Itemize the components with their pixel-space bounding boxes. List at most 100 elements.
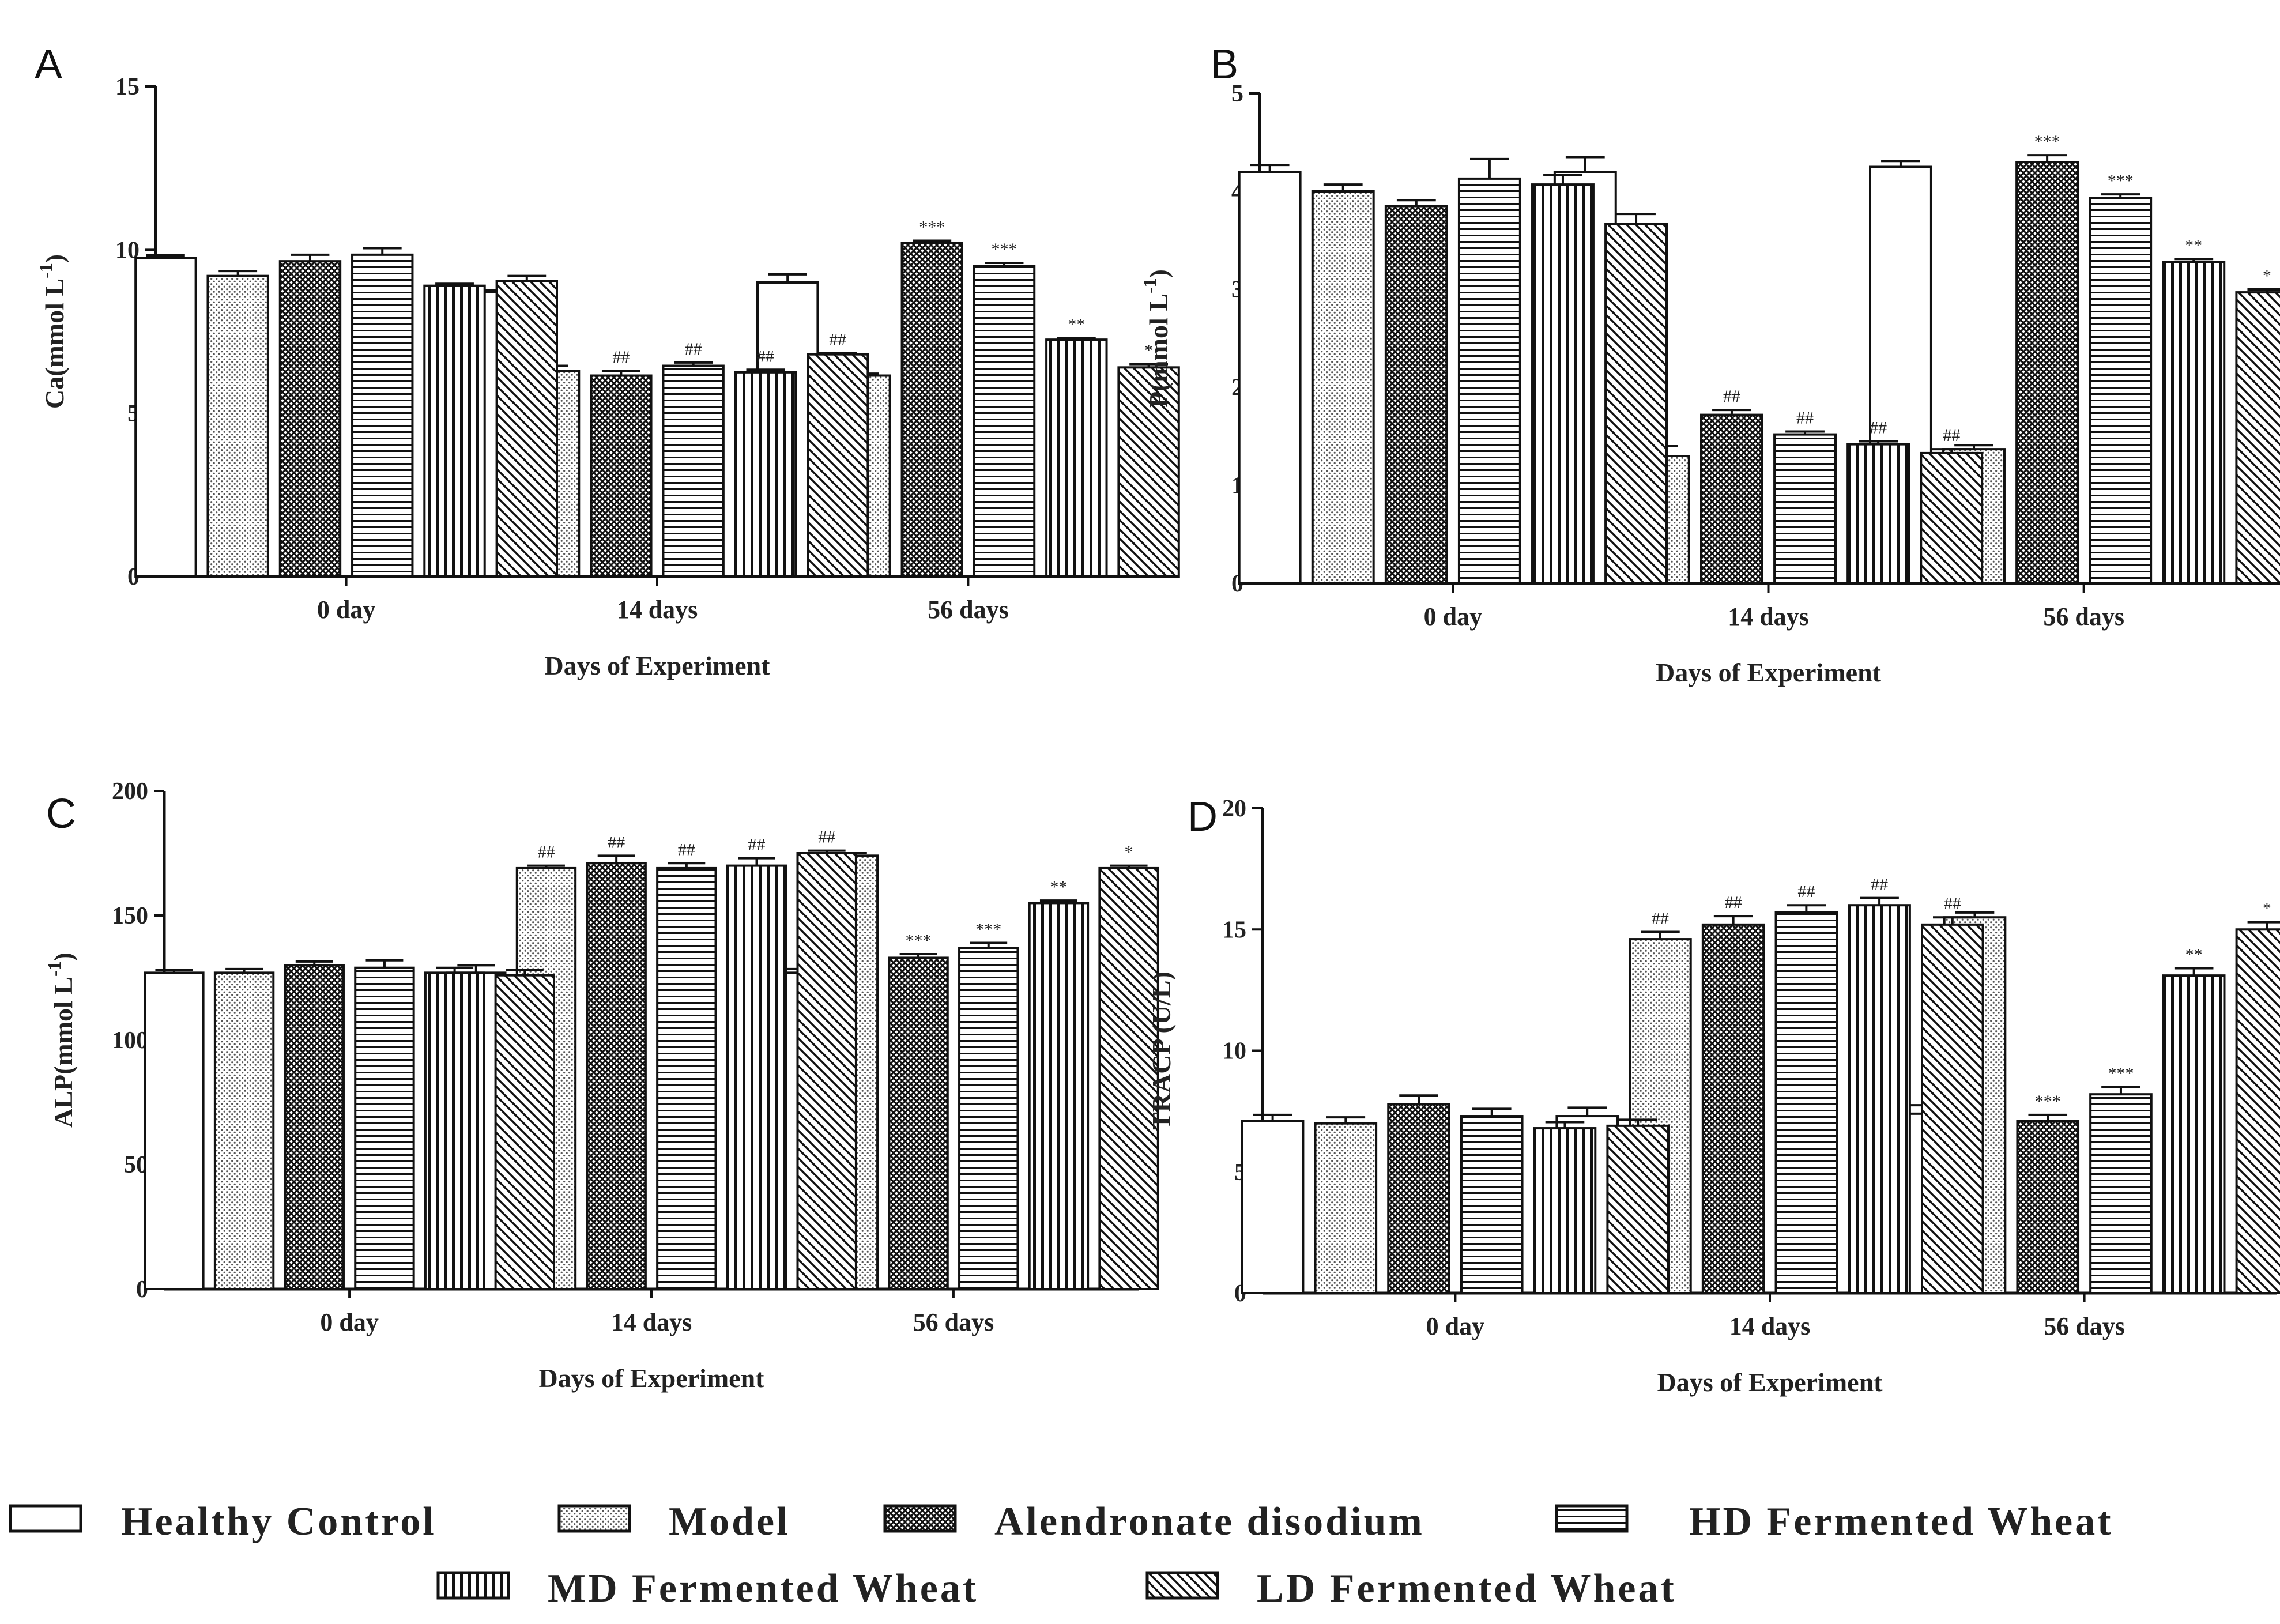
y-axis-title-text: P(mmol L: [1144, 293, 1173, 408]
y-axis-title: TRACP (U/L): [1147, 971, 1176, 1130]
y-tick-label: 10: [1222, 1038, 1246, 1065]
significance-marker: ##: [1797, 882, 1815, 901]
bar-md-fermented-wheat: [726, 864, 787, 1290]
significance-marker: *: [2263, 266, 2271, 285]
y-axis-title: P(mmol L-1): [1139, 269, 1173, 408]
bar-alendronate-disodium: [1701, 923, 1765, 1294]
significance-marker: ***: [2035, 1092, 2061, 1111]
bar-model: [1311, 190, 1375, 585]
bar-hd-fermented-wheat: [2089, 1093, 2153, 1294]
significance-marker: ##: [685, 340, 702, 359]
x-category-label: 14 days: [1729, 1312, 1811, 1340]
y-axis-title-superscript: -1: [1139, 278, 1160, 293]
significance-marker: ***: [906, 931, 932, 950]
x-category-label: 0 day: [1424, 602, 1482, 631]
bar-model: [213, 971, 275, 1290]
y-tick-label: 15: [115, 74, 140, 100]
bar-md-fermented-wheat: [1533, 1127, 1597, 1295]
panel-label: D: [1188, 794, 1218, 840]
y-tick-label: 20: [1222, 796, 1246, 822]
bar-md-fermented-wheat: [1028, 902, 1090, 1290]
bar-md-fermented-wheat: [1848, 904, 1911, 1294]
significance-marker: *: [1144, 341, 1153, 360]
x-axis-title: Days of Experiment: [1656, 658, 1882, 687]
y-tick-label: 100: [112, 1027, 148, 1054]
y-axis-title-text: TRACP (U/L): [1147, 971, 1176, 1130]
y-tick-label: 200: [112, 778, 148, 805]
legend: Healthy Control Model Alendronate disodium…: [9, 1499, 2111, 1611]
legend-label: Alendronate disodium: [994, 1499, 1424, 1544]
legend-swatch: [557, 1504, 631, 1533]
x-axis-title: Days of Experiment: [539, 1363, 765, 1393]
x-category-label: 56 days: [2043, 602, 2124, 631]
bar-alendronate-disodium: [586, 862, 647, 1290]
y-axis-title-text: Ca(mmol L: [40, 278, 69, 409]
bar-md-fermented-wheat: [1531, 183, 1595, 585]
bar-healthy-control: [134, 257, 197, 578]
bar-ld-fermented-wheat: [1920, 451, 1984, 585]
significance-marker: ***: [975, 920, 1001, 939]
x-axis-title: Days of Experiment: [1657, 1367, 1883, 1397]
significance-marker: ##: [1870, 419, 1887, 438]
significance-marker: ##: [1796, 409, 1814, 428]
significance-marker: ***: [919, 217, 945, 236]
bar-alendronate-disodium: [1700, 413, 1763, 585]
legend-swatch: [883, 1504, 957, 1533]
bar-alendronate-disodium: [900, 242, 963, 578]
x-category-label: 56 days: [928, 596, 1009, 624]
significance-marker: ##: [1725, 893, 1742, 912]
bar-alendronate-disodium: [2016, 1120, 2080, 1294]
significance-marker: ##: [829, 330, 846, 349]
bar-hd-fermented-wheat: [1774, 911, 1838, 1294]
bar-ld-fermented-wheat: [2235, 291, 2280, 585]
significance-marker: ##: [1944, 894, 1961, 913]
x-category-label: 14 days: [617, 596, 698, 624]
bar-hd-fermented-wheat: [1773, 433, 1837, 585]
bar-md-fermented-wheat: [424, 971, 485, 1290]
x-category-label: 14 days: [1728, 602, 1809, 631]
y-axis-title-close: ): [1144, 269, 1173, 278]
bar-md-fermented-wheat: [2162, 261, 2226, 585]
bar-ld-fermented-wheat: [796, 852, 857, 1290]
bar-md-fermented-wheat: [1846, 443, 1910, 585]
significance-marker: ***: [992, 240, 1017, 259]
x-category-label: 56 days: [913, 1308, 994, 1336]
y-tick-label: 5: [1231, 81, 1243, 107]
significance-marker: ##: [1723, 387, 1740, 406]
bar-ld-fermented-wheat: [1921, 923, 1984, 1294]
bar-model: [1314, 1122, 1378, 1295]
bar-hd-fermented-wheat: [662, 364, 725, 578]
legend-label: LD Fermented Wheat: [1257, 1566, 1676, 1611]
bar-ld-fermented-wheat: [2235, 928, 2280, 1294]
significance-marker: *: [2263, 899, 2271, 918]
bar-hd-fermented-wheat: [354, 966, 415, 1290]
bar-ld-fermented-wheat: [1098, 866, 1159, 1291]
significance-marker: ##: [608, 832, 625, 851]
bar-hd-fermented-wheat: [656, 866, 717, 1291]
significance-marker: *: [1125, 843, 1133, 862]
legend-label: Healthy Control: [121, 1499, 436, 1544]
bar-healthy-control: [144, 971, 205, 1290]
bar-alendronate-disodium: [1387, 1103, 1450, 1294]
bar-model: [206, 274, 269, 578]
panel-label: A: [35, 42, 62, 88]
significance-marker: ##: [537, 843, 555, 862]
bar-hd-fermented-wheat: [973, 265, 1036, 578]
bar-md-fermented-wheat: [734, 371, 797, 578]
x-category-label: 0 day: [317, 596, 375, 624]
y-axis-title: ALP(mmol L-1): [44, 952, 78, 1128]
legend-label: Model: [669, 1499, 790, 1544]
y-axis-title: Ca(mmol L-1): [35, 254, 69, 409]
bar-alendronate-disodium: [888, 956, 949, 1290]
significance-marker: ##: [612, 348, 630, 367]
significance-marker: ##: [1943, 426, 1960, 445]
legend-swatch: [9, 1504, 82, 1533]
x-category-label: 56 days: [2044, 1312, 2125, 1340]
bar-alendronate-disodium: [2015, 161, 2079, 585]
bar-alendronate-disodium: [284, 964, 345, 1290]
significance-marker: ##: [748, 835, 766, 854]
y-axis-title-superscript: -1: [35, 263, 56, 278]
bar-hd-fermented-wheat: [1460, 1115, 1524, 1295]
